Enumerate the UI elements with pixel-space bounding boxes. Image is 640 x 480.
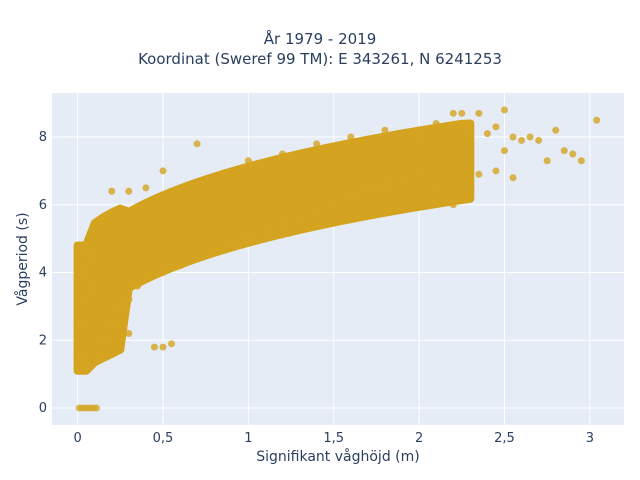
data-point xyxy=(125,187,133,195)
data-point xyxy=(279,150,287,158)
data-point xyxy=(142,275,150,283)
data-point xyxy=(381,180,389,188)
data-point xyxy=(279,221,287,229)
data-point xyxy=(193,140,201,148)
data-point xyxy=(492,123,500,131)
data-point xyxy=(313,208,321,216)
data-point xyxy=(475,109,483,117)
y-tick-label: 2 xyxy=(39,333,47,348)
x-tick-label: 1,5 xyxy=(323,431,344,446)
data-point xyxy=(77,319,85,327)
data-point xyxy=(116,302,124,310)
data-point xyxy=(159,167,167,175)
data-point xyxy=(475,170,483,178)
data-point xyxy=(466,123,474,131)
data-point xyxy=(193,255,201,263)
data-point xyxy=(82,245,90,253)
x-tick-label: 1 xyxy=(244,431,252,446)
data-point xyxy=(296,214,304,222)
y-tick-label: 8 xyxy=(39,130,47,145)
data-point xyxy=(458,109,466,117)
data-point xyxy=(500,106,508,114)
data-point xyxy=(509,174,517,182)
data-point xyxy=(569,150,577,158)
data-point xyxy=(577,157,585,165)
data-point xyxy=(150,343,158,351)
data-point xyxy=(449,201,457,209)
point-cloud xyxy=(73,119,475,375)
data-point xyxy=(415,167,423,175)
data-point xyxy=(509,133,517,141)
data-point xyxy=(108,319,116,327)
data-point xyxy=(142,184,150,192)
data-point xyxy=(210,248,218,256)
chart-title: År 1979 - 2019 xyxy=(263,30,377,48)
y-axis-title: Vågperiod (s) xyxy=(14,212,31,305)
data-point xyxy=(91,252,99,260)
data-point xyxy=(364,187,372,195)
y-tick-label: 0 xyxy=(39,401,47,416)
data-point xyxy=(415,133,423,141)
data-point xyxy=(347,133,355,141)
data-point xyxy=(125,330,133,338)
data-point xyxy=(432,119,440,127)
data-point xyxy=(261,228,269,236)
data-point xyxy=(77,350,85,358)
data-point xyxy=(432,184,440,192)
data-points xyxy=(75,106,601,412)
x-tick-label: 0,5 xyxy=(153,431,174,446)
data-point xyxy=(244,157,252,165)
data-point xyxy=(84,363,92,371)
data-point xyxy=(87,285,95,293)
data-point xyxy=(99,336,107,344)
dense-scatter-band xyxy=(73,119,475,375)
data-point xyxy=(552,126,560,134)
data-point xyxy=(347,194,355,202)
data-point xyxy=(108,187,116,195)
data-point xyxy=(92,404,100,412)
x-tick-label: 3 xyxy=(586,431,594,446)
chart-subtitle: Koordinat (Sweref 99 TM): E 343261, N 62… xyxy=(138,50,502,68)
y-tick-label: 6 xyxy=(39,198,47,213)
x-axis-title: Signifikant våghöjd (m) xyxy=(256,448,419,465)
data-point xyxy=(560,147,568,155)
data-point xyxy=(244,235,252,243)
data-point xyxy=(483,130,491,138)
data-point xyxy=(449,109,457,117)
data-point xyxy=(330,201,338,209)
data-point xyxy=(543,157,551,165)
data-point xyxy=(159,269,167,277)
data-point xyxy=(80,269,88,277)
data-point xyxy=(94,357,102,365)
data-point xyxy=(176,262,184,270)
data-point xyxy=(227,241,235,249)
data-point xyxy=(79,296,87,304)
data-point xyxy=(168,340,176,348)
data-point xyxy=(518,136,526,144)
data-point xyxy=(398,174,406,182)
data-point xyxy=(125,296,133,304)
data-point xyxy=(526,133,534,141)
x-tick-label: 2 xyxy=(415,431,423,446)
x-tick-label: 2,5 xyxy=(494,431,515,446)
y-tick-label: 4 xyxy=(39,266,47,281)
x-tick-label: 0 xyxy=(73,431,81,446)
data-point xyxy=(381,126,389,134)
data-point xyxy=(313,140,321,148)
data-point xyxy=(133,282,141,290)
data-point xyxy=(492,167,500,175)
data-point xyxy=(159,343,167,351)
data-point xyxy=(535,136,543,144)
tick-labels: 0 0,5 1 1,5 2 2,5 3 0 2 4 6 8 xyxy=(39,130,594,446)
data-point xyxy=(500,147,508,155)
data-point xyxy=(593,116,601,124)
